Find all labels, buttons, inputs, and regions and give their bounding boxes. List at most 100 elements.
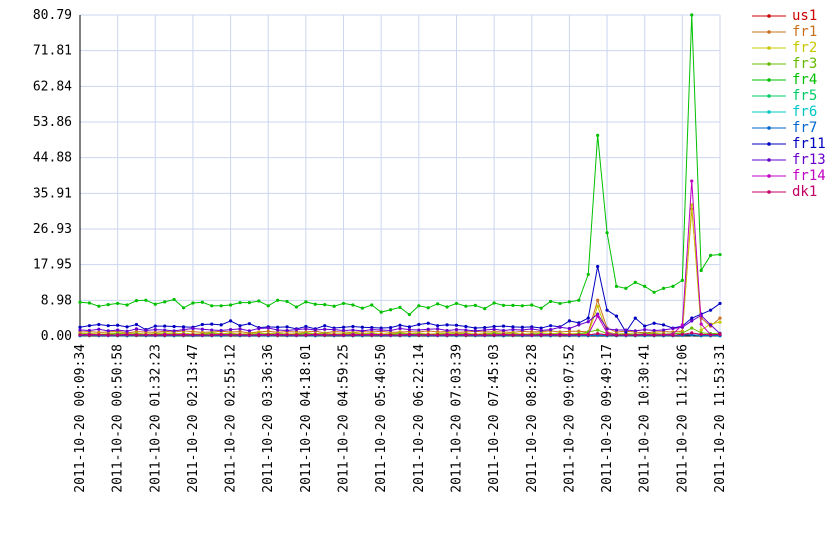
y-tick-label: 53.86	[33, 115, 72, 130]
point	[191, 326, 195, 331]
legend-marker	[767, 174, 771, 178]
point	[586, 333, 590, 337]
legend-label: fr1	[792, 24, 817, 40]
point	[238, 333, 242, 337]
point	[699, 322, 703, 326]
point	[398, 326, 402, 331]
point	[313, 328, 317, 332]
point	[567, 329, 572, 333]
point	[539, 306, 543, 310]
point	[398, 333, 402, 337]
point	[520, 328, 524, 332]
point	[106, 303, 110, 307]
point	[567, 333, 572, 337]
point	[567, 319, 572, 323]
point	[228, 333, 233, 337]
point	[125, 303, 129, 307]
point	[718, 332, 722, 337]
x-tick-label: 2011-10-20 07:03:39	[449, 344, 464, 493]
point	[690, 316, 694, 320]
point	[718, 320, 722, 324]
point	[539, 328, 543, 333]
point	[680, 278, 684, 282]
point	[87, 324, 92, 328]
point	[125, 329, 129, 333]
point	[87, 328, 92, 333]
point	[436, 324, 440, 328]
point	[577, 333, 581, 337]
legend-label: fr3	[792, 56, 817, 72]
point	[417, 322, 421, 327]
point	[181, 328, 186, 332]
point	[219, 304, 223, 308]
series	[78, 179, 722, 337]
point	[191, 301, 195, 305]
point	[605, 231, 609, 235]
point	[511, 303, 515, 308]
point	[266, 304, 270, 308]
point	[360, 329, 364, 333]
point	[360, 333, 364, 337]
point	[614, 284, 619, 288]
point	[436, 333, 440, 337]
legend-label: fr7	[792, 120, 817, 136]
point	[304, 324, 308, 329]
point	[596, 133, 600, 137]
point	[690, 13, 694, 17]
point	[436, 327, 440, 331]
point	[605, 333, 609, 337]
point	[285, 299, 289, 304]
point	[266, 326, 270, 330]
point	[690, 331, 694, 335]
point	[690, 326, 694, 330]
point	[341, 325, 346, 329]
point	[614, 314, 619, 318]
point	[276, 298, 280, 302]
point	[520, 333, 524, 337]
point	[586, 272, 590, 277]
series-line	[79, 204, 721, 335]
point	[78, 300, 82, 304]
point	[181, 306, 186, 310]
point	[464, 328, 468, 332]
point	[172, 329, 176, 333]
point	[370, 333, 374, 337]
point	[313, 333, 317, 337]
point	[97, 304, 101, 308]
legend-marker	[767, 46, 771, 50]
x-tick-label: 2011-10-20 07:45:03	[487, 344, 502, 493]
point	[87, 301, 92, 305]
y-tick-label: 80.79	[33, 8, 72, 23]
point	[200, 333, 204, 337]
point	[134, 299, 139, 303]
point	[718, 252, 722, 257]
point	[276, 328, 280, 332]
point	[473, 333, 477, 337]
point	[181, 333, 186, 337]
point	[661, 323, 666, 327]
point	[153, 324, 157, 328]
point	[501, 333, 506, 337]
x-tick-label: 2011-10-20 01:32:23	[148, 344, 163, 493]
point	[379, 310, 383, 314]
point	[520, 304, 524, 308]
point	[483, 333, 487, 337]
legend-label: fr13	[792, 152, 826, 168]
point	[426, 306, 430, 310]
point	[671, 333, 675, 337]
x-tick-label: 2011-10-20 02:55:12	[224, 344, 239, 493]
point	[464, 304, 468, 308]
series	[78, 13, 722, 317]
point	[285, 333, 289, 337]
point	[379, 328, 383, 332]
x-tick-label: 2011-10-20 02:13:47	[186, 344, 201, 493]
point	[116, 328, 120, 332]
point	[210, 333, 214, 337]
point	[633, 333, 637, 337]
point	[388, 333, 393, 337]
point	[596, 328, 600, 332]
point	[483, 326, 487, 330]
point	[624, 286, 628, 290]
point	[125, 333, 129, 337]
point	[718, 301, 722, 306]
